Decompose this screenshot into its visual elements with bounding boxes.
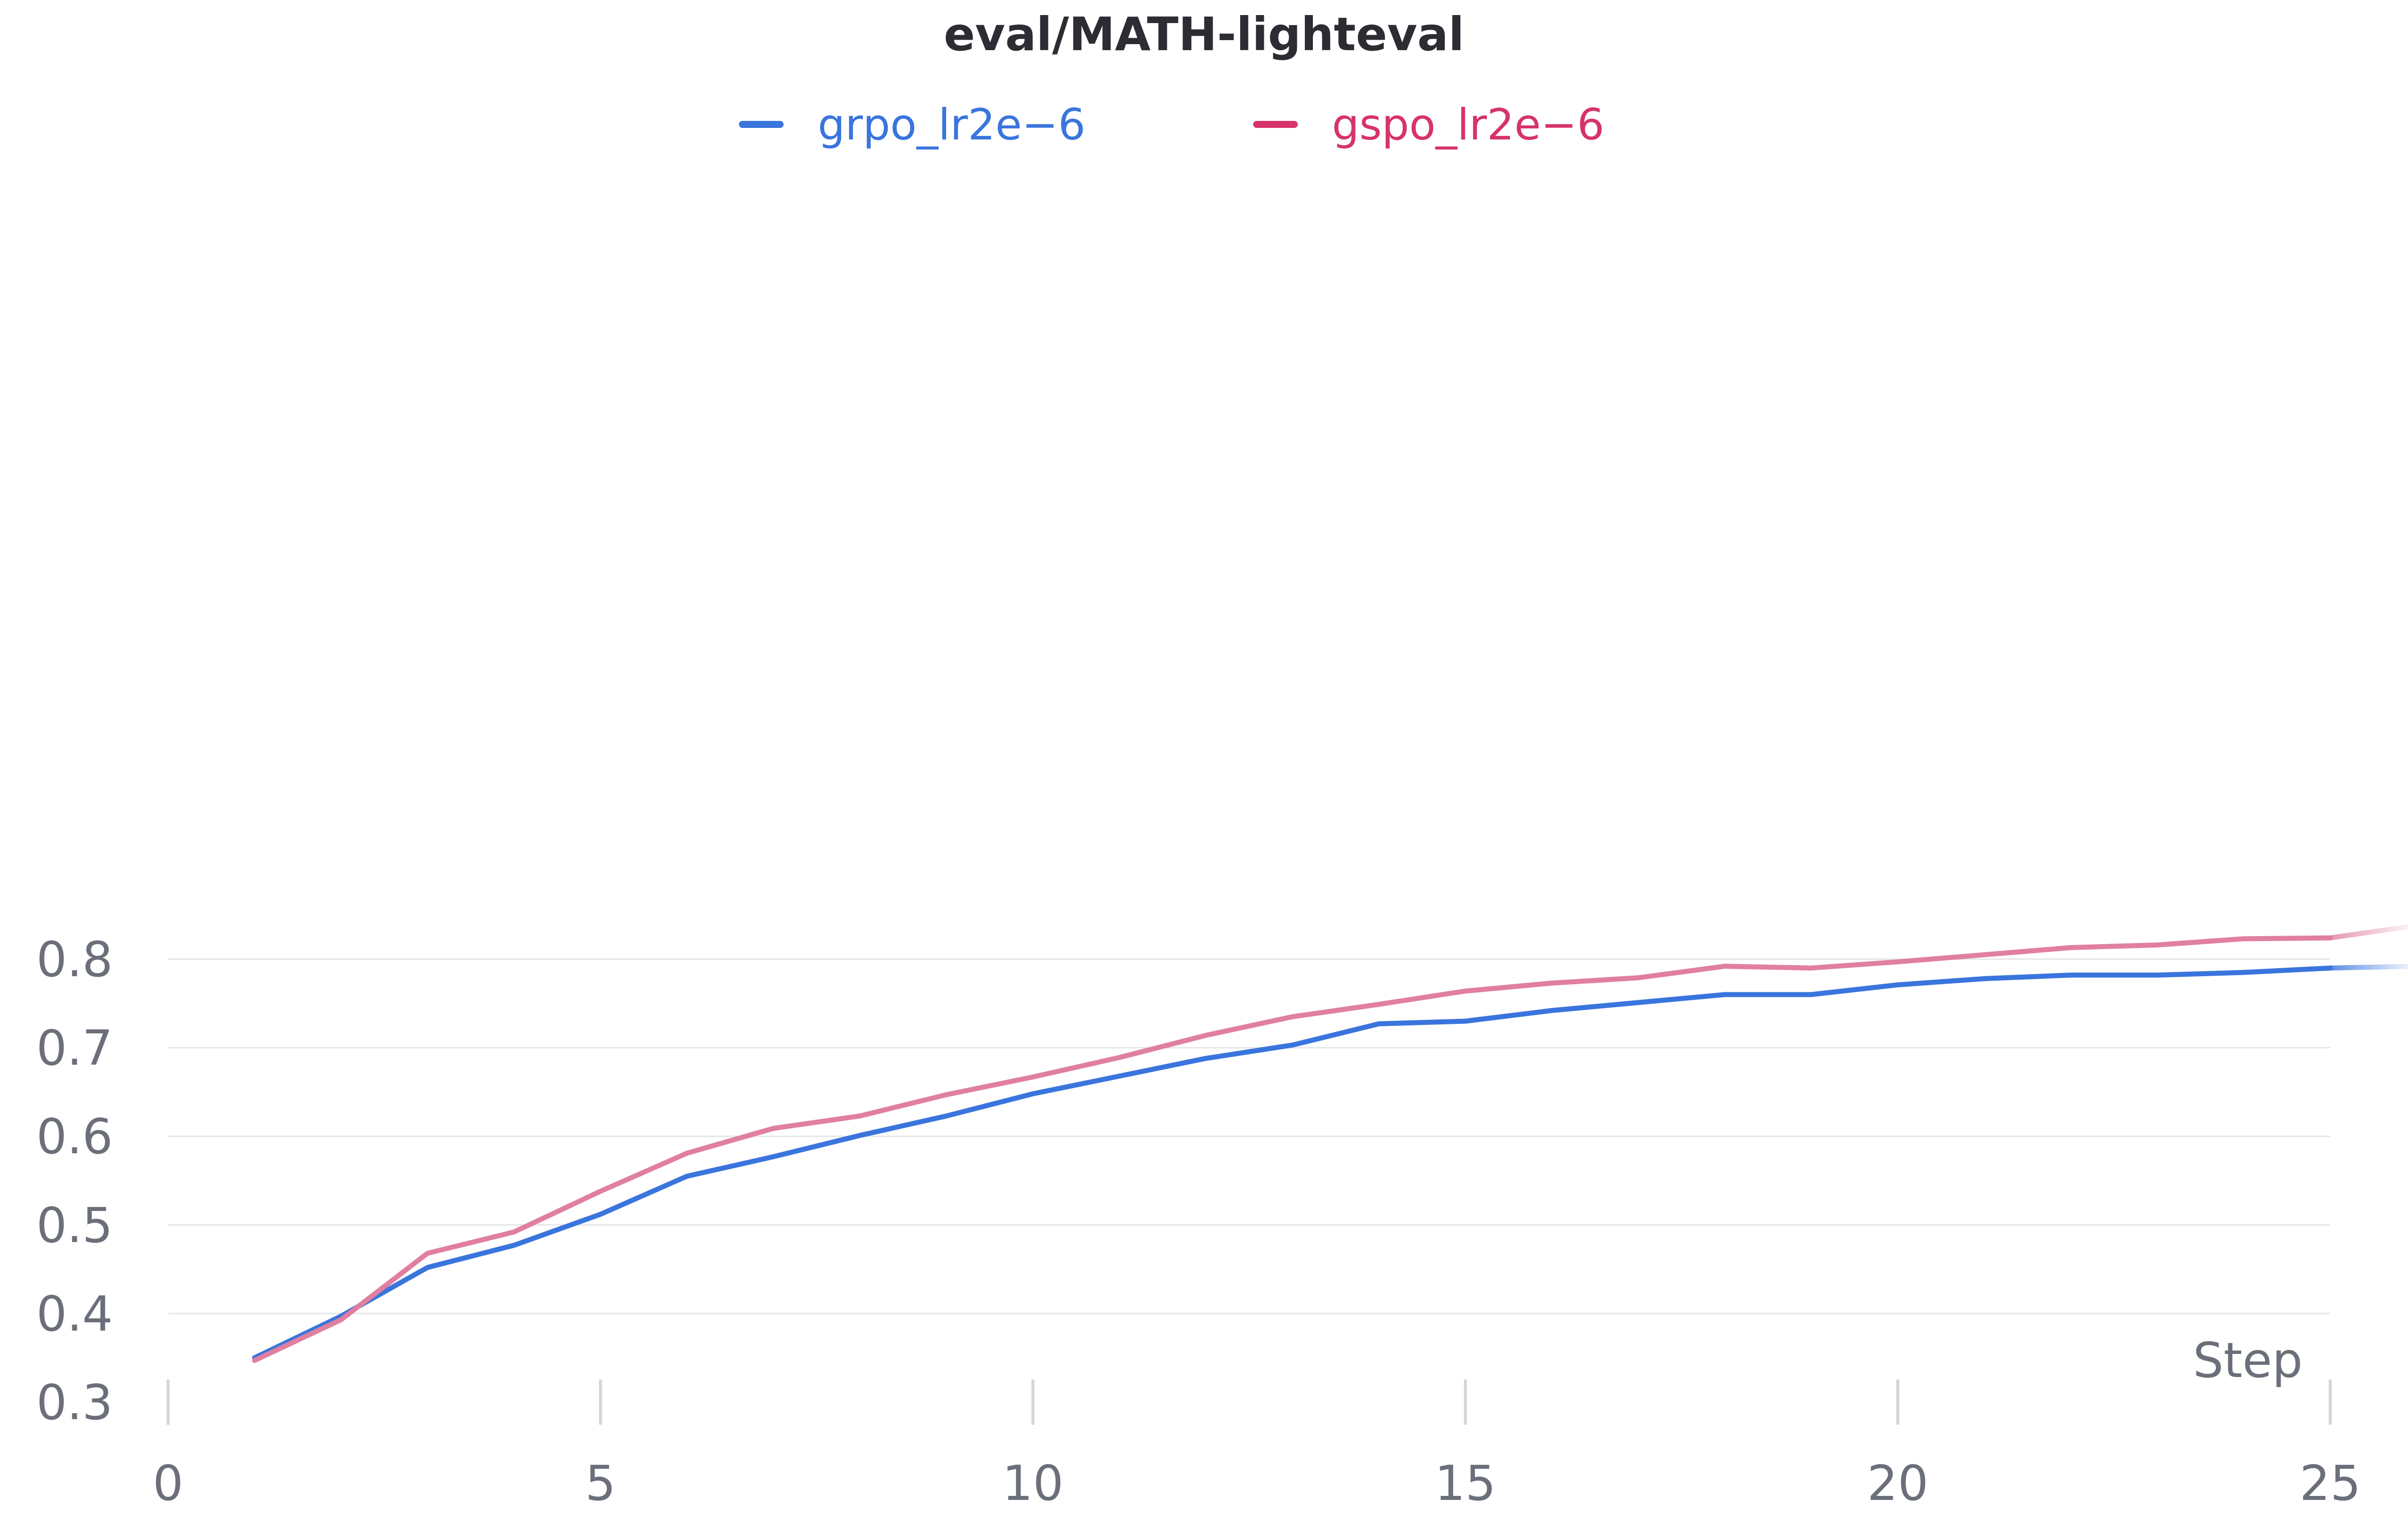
series-group <box>252 924 2408 1363</box>
x-tick-label: 5 <box>585 1455 616 1511</box>
legend-item-gspo[interactable]: gspo_lr2e−6 <box>1253 100 1604 150</box>
x-axis-title: Step <box>2193 1332 2303 1389</box>
legend-label: grpo_lr2e−6 <box>818 100 1086 150</box>
legend-label: gspo_lr2e−6 <box>1332 100 1604 150</box>
series-line-gspo <box>252 935 2333 1363</box>
y-tick-label: 0.8 <box>36 932 113 988</box>
chart-title: eval/MATH-lighteval <box>944 8 1464 61</box>
x-axis: 0 5 10 15 20 25 <box>153 1380 2361 1511</box>
series-line-grpo <box>252 965 2333 1360</box>
legend[interactable]: grpo_lr2e−6 gspo_lr2e−6 <box>739 100 1604 150</box>
x-tick-label: 0 <box>153 1455 183 1511</box>
x-tick-label: 25 <box>2300 1455 2361 1511</box>
x-tick-label: 20 <box>1867 1455 1928 1511</box>
grid-lines <box>168 958 2330 1314</box>
y-axis: 0.3 0.4 0.5 0.6 0.7 0.8 <box>36 932 113 1431</box>
y-tick-label: 0.7 <box>36 1020 113 1077</box>
y-tick-label: 0.6 <box>36 1109 113 1165</box>
y-tick-label: 0.5 <box>36 1197 113 1254</box>
x-tick-label: 15 <box>1435 1455 1496 1511</box>
series-line-fade <box>2328 964 2408 971</box>
series-line-fade <box>2328 924 2408 941</box>
y-tick-label: 0.4 <box>36 1286 113 1342</box>
y-tick-label: 0.3 <box>36 1375 113 1431</box>
x-tick-label: 10 <box>1002 1455 1064 1511</box>
legend-item-grpo[interactable]: grpo_lr2e−6 <box>739 100 1086 150</box>
